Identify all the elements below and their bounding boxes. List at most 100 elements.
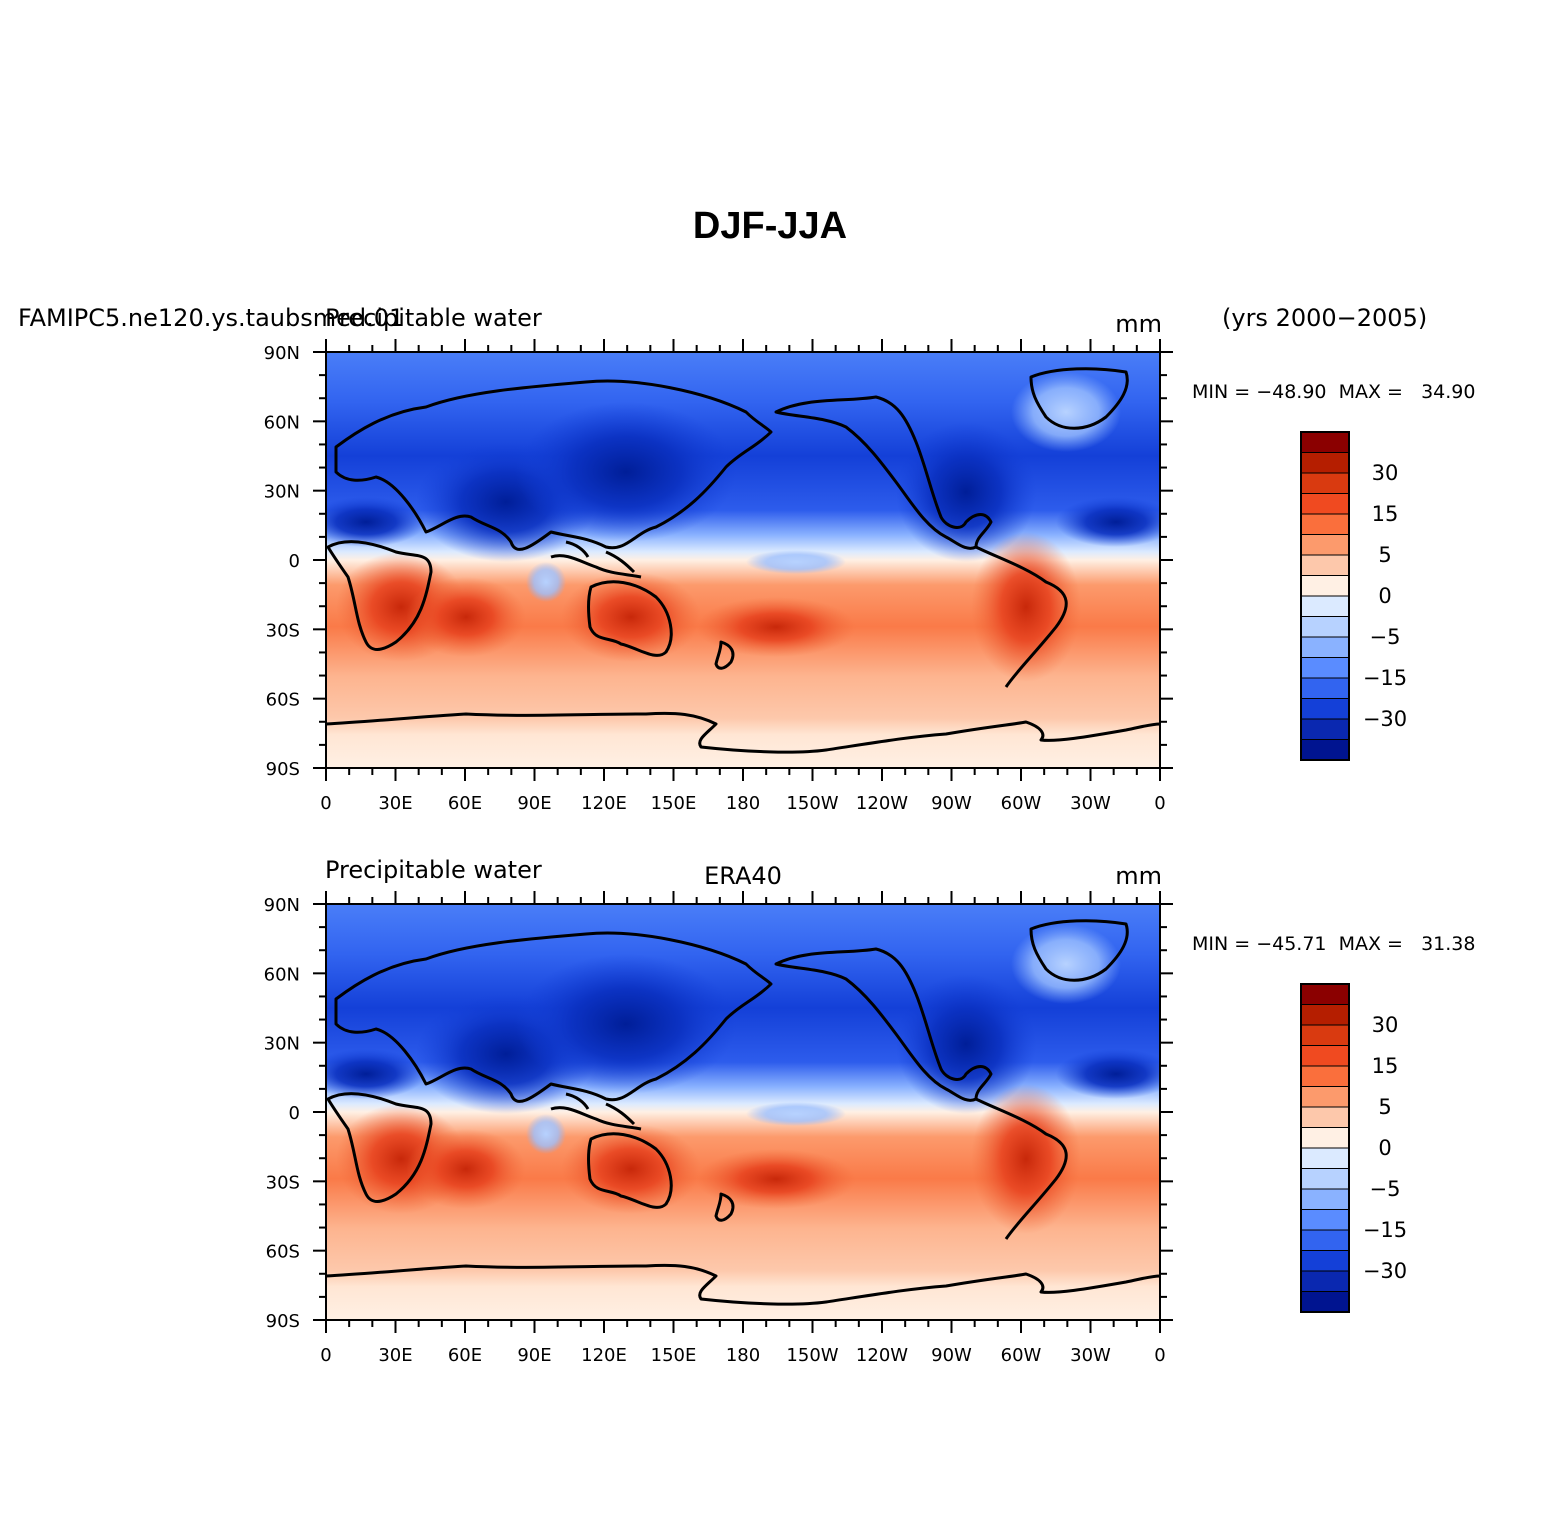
colorbar-swatch	[1300, 1229, 1350, 1251]
colorbar-swatch	[1300, 983, 1350, 1005]
colorbar-swatch	[1300, 534, 1350, 556]
lon-tick-label: 120E	[581, 793, 627, 814]
colorbar-swatch	[1300, 452, 1350, 474]
lat-tick-label: 30N	[264, 1034, 300, 1055]
lon-tick-label: 60W	[1001, 793, 1042, 814]
colorbar-swatch	[1300, 1127, 1350, 1149]
lat-tick-label: 30N	[264, 482, 300, 503]
figure-title: DJF-JJA	[693, 205, 847, 247]
lat-tick-label: 90N	[264, 343, 300, 364]
colorbar-swatch	[1300, 472, 1350, 494]
panel-top-center-title: Precipitable water	[325, 304, 542, 332]
years-label: (yrs 2000−2005)	[1222, 304, 1427, 332]
map-top	[325, 351, 1161, 769]
lat-tick-label: 30S	[266, 1172, 300, 1193]
colorbar-swatch	[1300, 1168, 1350, 1190]
colorbar-swatch	[1300, 1147, 1350, 1169]
lon-tick-label: 150W	[786, 793, 838, 814]
colorbar-label: 0	[1378, 584, 1391, 608]
lat-tick-label: 60S	[266, 1242, 300, 1263]
panel-bottom-units: mm	[1115, 862, 1162, 890]
colorbar-swatch	[1300, 1024, 1350, 1046]
colorbar-swatch	[1300, 1045, 1350, 1067]
lon-tick-label: 120E	[581, 1345, 627, 1366]
panel-top: FAMIPC5.ne120.ys.taubsmed.01 Precipitabl…	[18, 304, 1475, 814]
colorbar-swatch	[1300, 1270, 1350, 1292]
colorbar-label: 5	[1378, 1095, 1391, 1119]
colorbar-label: 30	[1372, 1013, 1399, 1037]
colorbar-top: 30 15 5 0 −5 −15 −30	[1300, 431, 1407, 761]
colorbar-swatch	[1300, 698, 1350, 720]
colorbar-swatch	[1300, 1188, 1350, 1210]
lon-tick-label: 0	[1154, 1345, 1165, 1366]
colorbar-frame	[1300, 983, 1350, 1313]
colorbar-swatch	[1300, 636, 1350, 658]
colorbar-swatch	[1300, 677, 1350, 699]
colorbar-swatch	[1300, 513, 1350, 535]
lon-tick-label: 90W	[931, 1345, 972, 1366]
lon-tick-label: 30E	[378, 793, 412, 814]
lat-tick-label: 60N	[264, 964, 300, 985]
colorbar-frame	[1300, 431, 1350, 761]
colorbar-swatch	[1300, 554, 1350, 576]
lon-tick-label: 0	[1154, 793, 1165, 814]
lat-tick-label: 90S	[266, 1311, 300, 1332]
colorbar-label: 0	[1378, 1136, 1391, 1160]
colorbar-label: −30	[1363, 1259, 1407, 1283]
lon-tick-label: 30E	[378, 1345, 412, 1366]
colorbar-swatch	[1300, 1291, 1350, 1313]
lon-tick-label: 60E	[448, 793, 482, 814]
map-bottom	[325, 903, 1161, 1321]
axes-top: 90N 60N 30N 0 30S 60S 90S 0 30E 60E 90E 120E 150E 180…	[264, 339, 1173, 814]
colorbar-label: 30	[1372, 461, 1399, 485]
panel-bottom-left-title: Precipitable water	[325, 856, 542, 884]
lon-tick-label: 30W	[1070, 793, 1111, 814]
lon-tick-label: 150E	[651, 1345, 697, 1366]
colorbar-swatch	[1300, 657, 1350, 679]
lon-tick-label: 90W	[931, 793, 972, 814]
colorbar-swatch	[1300, 718, 1350, 740]
colorbar-label: 15	[1372, 1054, 1399, 1078]
panel-top-units: mm	[1115, 310, 1162, 338]
axes-bottom: 90N 60N 30N 0 30S 60S 90S 0 30E 60E 90E 120E 150E 180…	[264, 891, 1173, 1366]
panel-top-left-title: FAMIPC5.ne120.ys.taubsmed.01	[18, 304, 404, 332]
colorbar-swatch	[1300, 1086, 1350, 1108]
lat-tick-label: 0	[289, 1103, 300, 1124]
colorbar-label: −5	[1370, 1177, 1401, 1201]
colorbar-swatch	[1300, 1250, 1350, 1272]
colorbar-swatch	[1300, 575, 1350, 597]
colorbar-label: −15	[1363, 1218, 1407, 1242]
lon-tick-label: 0	[320, 793, 331, 814]
lat-tick-label: 0	[289, 551, 300, 572]
lon-tick-label: 150W	[786, 1345, 838, 1366]
colorbar-label: 15	[1372, 502, 1399, 526]
colorbar-swatch	[1300, 595, 1350, 617]
lon-tick-label: 120W	[856, 793, 908, 814]
colorbar-swatch	[1300, 493, 1350, 515]
colorbar-swatch	[1300, 1106, 1350, 1128]
lon-tick-label: 60E	[448, 1345, 482, 1366]
panel-bottom-stats: MIN = −45.71 MAX = 31.38	[1192, 933, 1475, 955]
lat-tick-label: 90N	[264, 895, 300, 916]
lon-tick-label: 180	[726, 1345, 760, 1366]
lon-tick-label: 60W	[1001, 1345, 1042, 1366]
lon-tick-label: 180	[726, 793, 760, 814]
colorbar-swatch	[1300, 616, 1350, 638]
lon-tick-label: 90E	[517, 793, 551, 814]
colorbar-swatch	[1300, 1065, 1350, 1087]
panel-top-stats: MIN = −48.90 MAX = 34.90	[1192, 381, 1475, 403]
lon-tick-label: 90E	[517, 1345, 551, 1366]
lon-tick-label: 150E	[651, 793, 697, 814]
colorbar-label: 5	[1378, 543, 1391, 567]
colorbar-swatch	[1300, 739, 1350, 761]
lat-tick-label: 30S	[266, 620, 300, 641]
colorbar-label: −5	[1370, 625, 1401, 649]
lon-tick-label: 120W	[856, 1345, 908, 1366]
colorbar-swatch	[1300, 431, 1350, 453]
lat-tick-label: 60S	[266, 690, 300, 711]
colorbar-swatch	[1300, 1004, 1350, 1026]
colorbar-label: −30	[1363, 707, 1407, 731]
colorbar-bottom: 30 15 5 0 −5 −15 −30	[1300, 983, 1407, 1313]
lat-tick-label: 60N	[264, 412, 300, 433]
